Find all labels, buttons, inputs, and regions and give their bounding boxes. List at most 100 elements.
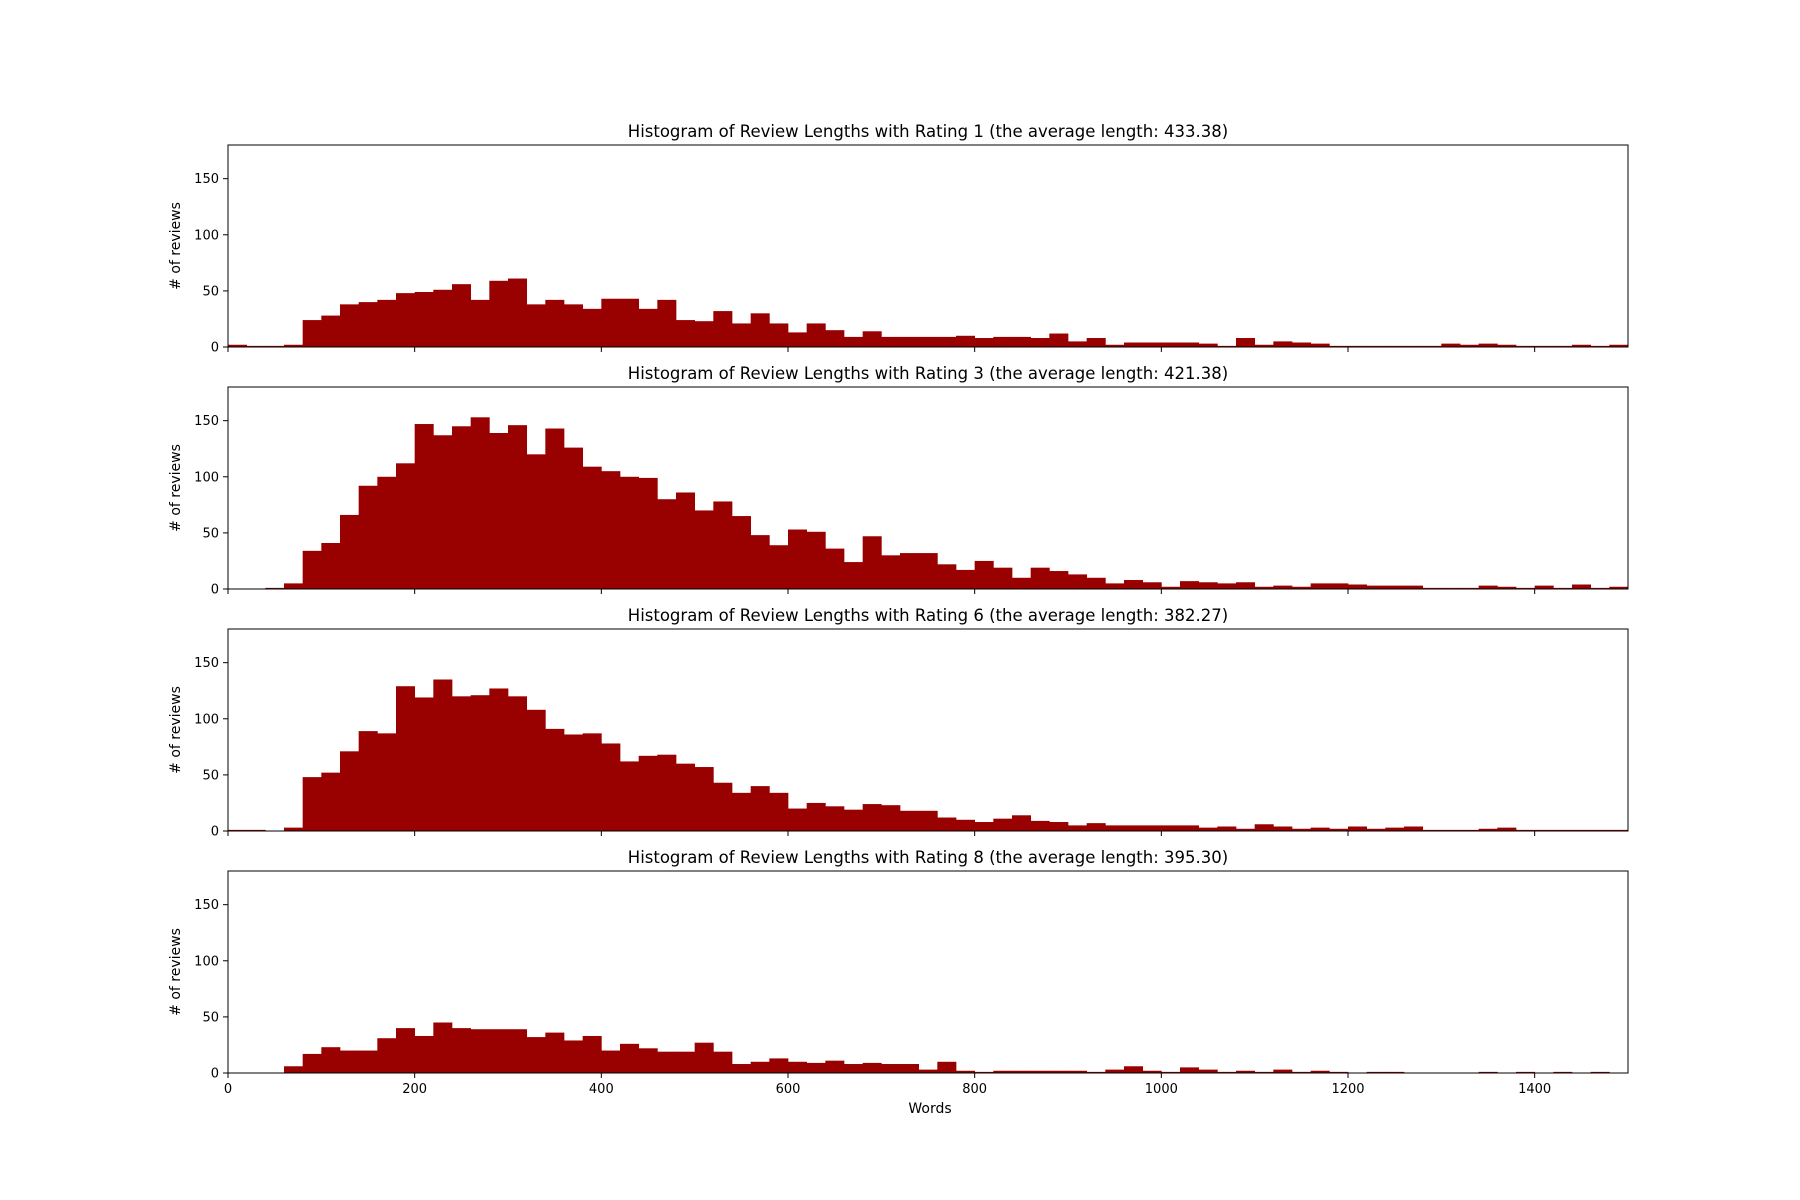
histogram-bar <box>881 805 901 831</box>
histogram-bar <box>862 804 882 831</box>
histogram-bar <box>358 1050 378 1073</box>
histogram-bar <box>1030 338 1050 347</box>
histogram-bar <box>489 688 509 831</box>
histogram-bar <box>881 1064 901 1073</box>
histogram-bar <box>993 567 1013 589</box>
histogram-bar <box>1254 586 1274 589</box>
histogram-bar <box>302 320 322 347</box>
histogram-bar <box>302 777 322 831</box>
histogram-bar <box>769 792 789 831</box>
histogram-bar <box>1068 825 1088 831</box>
histogram-bar <box>657 754 677 831</box>
histogram-bar <box>750 313 770 347</box>
histogram-bar <box>1404 345 1424 347</box>
x-tick-label: 0 <box>224 1082 232 1097</box>
x-tick-label: 800 <box>962 1082 987 1097</box>
y-tick-label: 50 <box>202 526 219 541</box>
histogram-bar <box>825 330 845 347</box>
y-tick-label: 100 <box>194 954 219 969</box>
histogram-bar <box>1049 1070 1069 1073</box>
x-tick-label: 200 <box>402 1082 427 1097</box>
y-axis-label: # of reviews <box>168 444 184 532</box>
histogram-bar <box>825 1060 845 1073</box>
histogram-bar <box>1198 343 1218 347</box>
y-axis-label: # of reviews <box>168 202 184 290</box>
histogram-bar <box>1590 587 1610 589</box>
histogram-bar <box>1236 1070 1256 1073</box>
x-tick-label: 1200 <box>1331 1082 1364 1097</box>
histogram-bar <box>470 1029 490 1073</box>
histogram-bar <box>1478 585 1498 589</box>
panel-title: Histogram of Review Lengths with Rating … <box>628 606 1228 625</box>
histogram-bar <box>340 514 360 589</box>
histogram-bar <box>1422 345 1442 347</box>
histogram-bar <box>582 1035 602 1073</box>
histogram-bar <box>396 1028 416 1073</box>
histogram-bar <box>1142 1070 1162 1073</box>
histogram-bar <box>1590 345 1610 347</box>
histogram-bar <box>1422 829 1442 831</box>
histogram-bar <box>1460 587 1480 589</box>
y-axis-label: # of reviews <box>168 928 184 1016</box>
histogram-bar <box>1217 826 1237 831</box>
histogram-bar <box>489 433 509 589</box>
histogram-bar <box>1572 584 1592 589</box>
histogram-bar <box>1572 829 1592 831</box>
histogram-bar <box>1292 1071 1312 1073</box>
y-tick-label: 50 <box>202 768 219 783</box>
histogram-bar <box>900 810 920 831</box>
histogram-bar <box>918 553 938 589</box>
histogram-bar <box>377 299 397 347</box>
histogram-bar <box>1497 827 1517 831</box>
histogram-bar <box>1609 344 1629 347</box>
histogram-bar <box>1105 1069 1125 1073</box>
histogram-bar <box>1460 829 1480 831</box>
histogram-bar <box>1497 586 1517 589</box>
histogram-bar <box>1441 343 1461 347</box>
histogram-bar <box>340 304 360 347</box>
histogram-bar <box>358 302 378 347</box>
histogram-bar <box>1497 344 1517 347</box>
histogram-bar <box>564 447 584 589</box>
y-tick-label: 150 <box>194 414 219 429</box>
y-tick-label: 50 <box>202 1010 219 1025</box>
histogram-bar <box>1105 825 1125 831</box>
histogram-bars <box>228 679 1629 831</box>
histogram-bar <box>564 1040 584 1073</box>
y-axis-label: # of reviews <box>168 686 184 774</box>
histogram-bar <box>1366 828 1386 831</box>
histogram-bars <box>284 1022 1610 1073</box>
histogram-panel-4: Histogram of Review Lengths with Rating … <box>168 848 1629 1097</box>
histogram-bar <box>713 1051 733 1073</box>
histogram-bar <box>1348 345 1368 347</box>
histogram-bar <box>246 345 266 347</box>
histogram-bar <box>750 535 770 589</box>
histogram-bar <box>284 344 304 347</box>
histogram-bar <box>1236 338 1256 347</box>
histogram-bar <box>713 501 733 589</box>
histogram-bar <box>1124 580 1144 589</box>
plot-frame <box>227 870 1629 1074</box>
histogram-bar <box>582 466 602 589</box>
histogram-bar <box>638 477 658 589</box>
histogram-bar <box>956 569 976 589</box>
histogram-bar <box>713 311 733 347</box>
histogram-bar <box>769 323 789 347</box>
histogram-bar <box>788 1061 808 1073</box>
histogram-bar <box>1086 1071 1106 1073</box>
histogram-bar <box>302 550 322 589</box>
histogram-bar <box>1161 1071 1181 1073</box>
histogram-bar <box>1049 571 1069 589</box>
histogram-bar <box>993 336 1013 347</box>
histogram-panel-2: Histogram of Review Lengths with Rating … <box>168 364 1629 598</box>
histogram-bar <box>657 299 677 347</box>
histogram-bar <box>657 499 677 589</box>
histogram-bar <box>1161 825 1181 831</box>
histogram-bar <box>694 767 714 831</box>
y-tick-label: 150 <box>194 898 219 913</box>
histogram-bar <box>1012 815 1032 831</box>
histogram-bar <box>1030 1070 1050 1073</box>
y-tick-label: 100 <box>194 470 219 485</box>
histogram-bar <box>788 332 808 347</box>
